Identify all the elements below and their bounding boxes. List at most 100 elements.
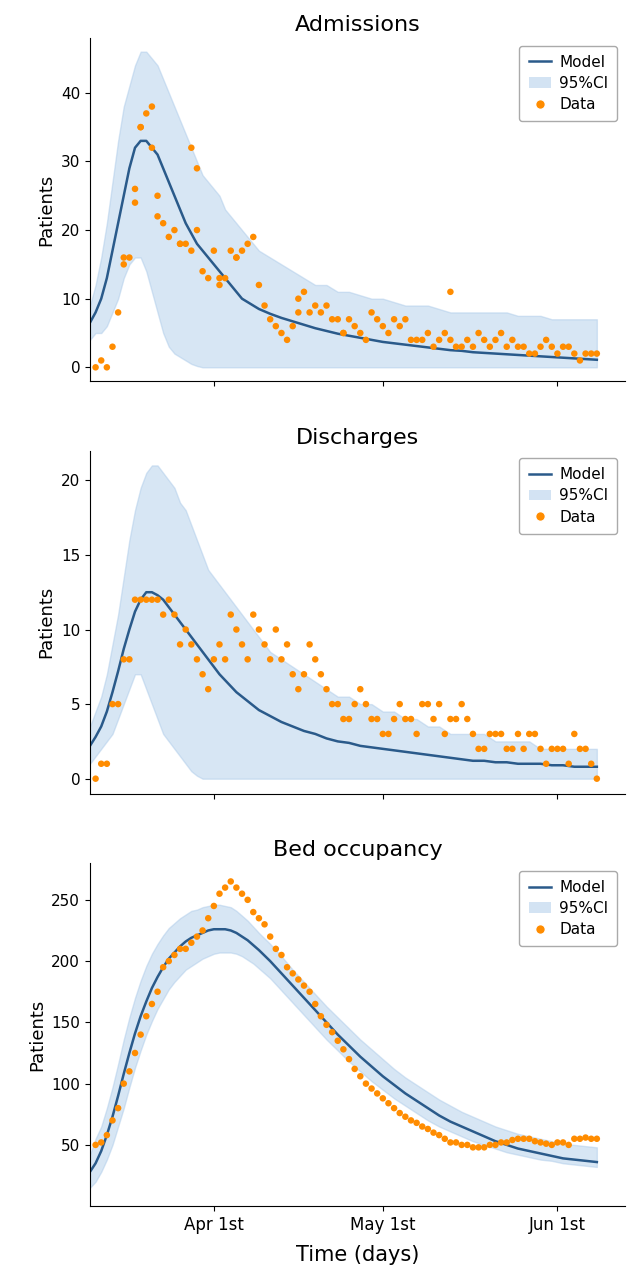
Data [378,316,388,337]
Data [102,1125,112,1146]
Data [564,1134,574,1155]
Data [349,316,360,337]
Data [254,908,264,928]
Data [490,1134,500,1155]
Data [192,649,202,669]
Data [434,330,444,351]
Data [220,268,230,288]
Data [158,604,168,625]
Data [355,678,365,699]
Data [124,649,134,669]
Data [508,739,518,759]
Data [152,206,163,227]
Data [484,1134,495,1155]
Model [210,659,218,675]
Data [530,343,540,364]
Data [299,282,309,302]
Data [118,1074,129,1094]
Model [86,739,94,754]
Data [474,323,484,343]
Data [451,709,461,730]
Data [180,620,191,640]
Data [395,316,405,337]
Data [383,723,394,744]
Data [209,896,219,916]
Data [243,649,253,669]
Data [496,1133,506,1153]
Data [170,220,180,241]
Data [209,649,219,669]
Data [118,247,129,268]
Data [130,589,140,609]
Data [367,1078,377,1098]
Data [180,938,191,959]
Data [524,723,534,744]
Data [136,1024,146,1044]
Data [434,694,444,714]
Data [186,241,196,261]
Data [305,302,315,323]
Data [276,945,287,965]
Model [593,1155,601,1170]
Data [451,1133,461,1153]
X-axis label: Time (days): Time (days) [296,1245,419,1265]
Data [124,247,134,268]
Data [552,1133,563,1153]
Data [226,604,236,625]
Data [558,739,568,759]
Model [570,759,578,774]
Data [203,268,213,288]
Data [118,255,129,275]
Data [558,337,568,357]
Data [496,723,506,744]
Data [541,754,551,774]
Data [468,337,478,357]
Data [327,308,337,329]
Data [389,308,399,329]
Data [586,343,596,364]
Data [96,754,106,774]
Data [518,739,529,759]
Data [118,649,129,669]
Data [344,709,354,730]
Data [102,754,112,774]
Data [349,1059,360,1079]
Data [417,694,428,714]
Data [220,649,230,669]
Data [175,233,185,253]
Data [378,1088,388,1108]
Data [276,649,287,669]
Data [428,1123,438,1143]
Data [96,1133,106,1153]
Data [293,288,303,308]
Data [536,739,546,759]
Data [339,709,349,730]
Data [186,634,196,654]
Data [496,323,506,343]
Data [237,241,247,261]
Data [423,1119,433,1139]
Y-axis label: Patients: Patients [28,998,46,1071]
Data [541,330,551,351]
Data [147,137,157,157]
Data [180,233,191,253]
Data [108,1110,118,1130]
Model [334,733,342,749]
Data [400,709,410,730]
Data [147,993,157,1014]
Model [289,314,296,329]
Data [164,951,174,972]
Data [445,282,456,302]
Data [287,664,298,685]
Data [468,723,478,744]
Model [204,923,212,938]
Model [165,951,173,966]
Title: Admissions: Admissions [294,15,420,35]
Data [305,634,315,654]
Data [226,241,236,261]
Data [231,877,241,897]
Data [412,330,422,351]
Data [339,323,349,343]
Data [141,104,152,124]
Data [428,709,438,730]
